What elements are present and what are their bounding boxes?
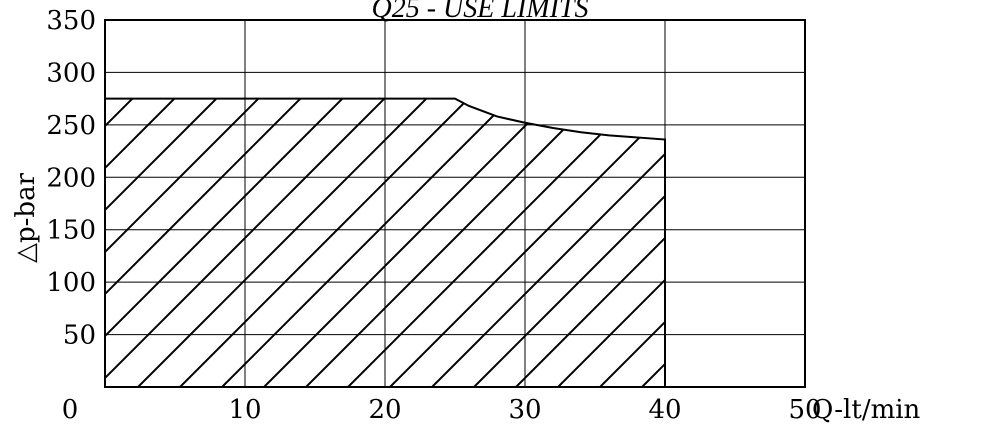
hatch-line bbox=[431, 98, 665, 388]
y-tick-label: 200 bbox=[46, 163, 96, 193]
y-tick-label: 150 bbox=[46, 216, 96, 246]
use-limit-curve bbox=[105, 97, 666, 387]
hatch-line bbox=[179, 98, 548, 388]
hatch-line bbox=[105, 98, 464, 388]
hatch-line bbox=[852, 20, 992, 387]
hatch-line bbox=[641, 98, 665, 388]
y-tick-label: 300 bbox=[46, 58, 96, 88]
x-tick-label: 30 bbox=[508, 395, 541, 425]
x-tick-label: 0 bbox=[62, 395, 79, 425]
hatch-line bbox=[105, 98, 296, 388]
x-tick-label: 50 bbox=[788, 395, 821, 425]
hatch-line bbox=[684, 20, 992, 387]
hatch-line bbox=[347, 98, 665, 388]
y-tick-label: 100 bbox=[46, 268, 96, 298]
hatch-line bbox=[105, 98, 380, 388]
y-tick-label: 250 bbox=[46, 111, 96, 141]
chart-title: Q25 - USE LIMITS bbox=[372, 0, 589, 24]
y-tick-label: 50 bbox=[63, 321, 96, 351]
hatch-line bbox=[726, 20, 992, 387]
plot-frame bbox=[104, 19, 806, 388]
hatch-line bbox=[105, 98, 422, 388]
hatch-line bbox=[389, 98, 665, 388]
hatch-line bbox=[557, 98, 665, 388]
hatch-line bbox=[137, 98, 506, 388]
x-tick-labels: 0 10 20 30 40 50 bbox=[62, 395, 822, 425]
y-tick-label: 350 bbox=[46, 6, 96, 36]
grid-lines bbox=[105, 20, 805, 387]
x-tick-label: 10 bbox=[228, 395, 261, 425]
y-tick-labels: 50 100 150 200 250 300 350 bbox=[46, 6, 96, 351]
hatch-line bbox=[599, 98, 665, 388]
hatch-line bbox=[221, 98, 590, 388]
hatch-line bbox=[768, 20, 992, 387]
hatch-line bbox=[263, 98, 632, 388]
hatched-region bbox=[105, 20, 992, 388]
hatch-line bbox=[105, 98, 338, 388]
x-tick-label: 40 bbox=[648, 395, 681, 425]
hatch-line bbox=[305, 98, 665, 388]
hatch-line bbox=[515, 98, 665, 388]
hatch-line bbox=[473, 98, 665, 388]
hatch-line bbox=[810, 20, 992, 387]
x-axis-label: Q-lt/min bbox=[812, 395, 921, 425]
x-tick-label: 20 bbox=[368, 395, 401, 425]
y-axis-label: △p-bar bbox=[11, 172, 41, 263]
